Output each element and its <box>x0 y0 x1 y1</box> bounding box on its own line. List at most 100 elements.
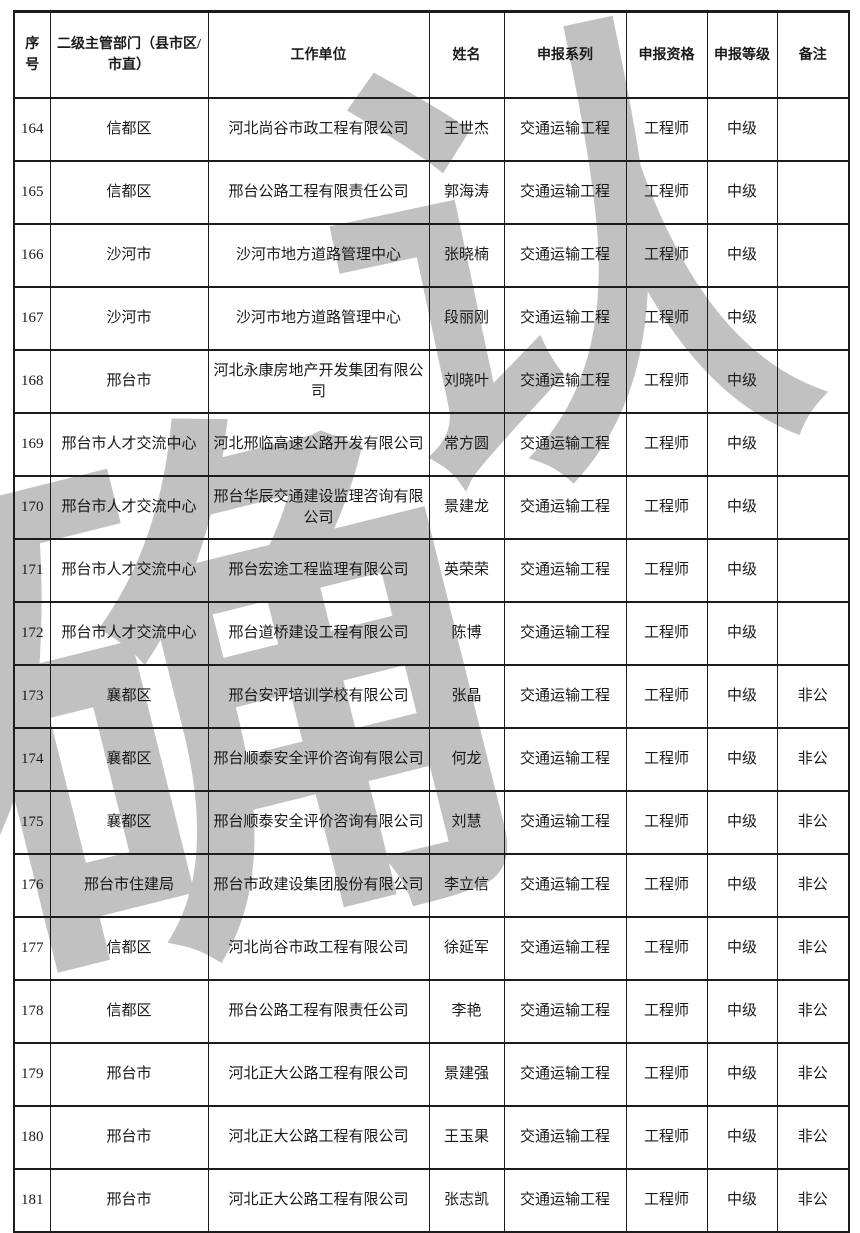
cell-remark <box>776 160 850 225</box>
cell-remark <box>776 538 850 603</box>
cell-department: 襄都区 <box>49 790 209 855</box>
table-row: 179 邢台市 河北正大公路工程有限公司 景建强 交通运输工程 工程师 中级 非公 <box>13 1042 850 1107</box>
cell-qualification: 工程师 <box>625 286 708 351</box>
cell-department: 邢台市人才交流中心 <box>49 601 209 666</box>
cell-index: 167 <box>13 286 51 351</box>
cell-department: 邢台市 <box>49 1105 209 1170</box>
cell-level: 中级 <box>706 349 778 414</box>
table-row: 165 信都区 邢台公路工程有限责任公司 郭海涛 交通运输工程 工程师 中级 <box>13 160 850 225</box>
cell-index: 168 <box>13 349 51 414</box>
table-row: 164 信都区 河北尚谷市政工程有限公司 王世杰 交通运输工程 工程师 中级 <box>13 97 850 162</box>
column-header-level: 申报等级 <box>706 10 778 99</box>
cell-employer: 邢台华辰交通建设监理咨询有限公司 <box>207 475 430 540</box>
cell-series: 交通运输工程 <box>503 160 627 225</box>
cell-qualification: 工程师 <box>625 1042 708 1107</box>
cell-qualification: 工程师 <box>625 412 708 477</box>
column-header-series: 申报系列 <box>503 10 627 99</box>
cell-remark <box>776 601 850 666</box>
cell-remark: 非公 <box>776 979 850 1044</box>
cell-index: 173 <box>13 664 51 729</box>
table-row: 171 邢台市人才交流中心 邢台宏途工程监理有限公司 英荣荣 交通运输工程 工程师 中级 <box>13 538 850 603</box>
cell-name: 徐延军 <box>428 916 505 981</box>
cell-level: 中级 <box>706 1042 778 1107</box>
cell-department: 信都区 <box>49 97 209 162</box>
cell-name: 景建强 <box>428 1042 505 1107</box>
column-header-department: 二级主管部门（县市区/市直） <box>49 10 209 99</box>
cell-remark <box>776 223 850 288</box>
cell-employer: 邢台宏途工程监理有限公司 <box>207 538 430 603</box>
cell-employer: 河北正大公路工程有限公司 <box>207 1168 430 1233</box>
cell-employer: 邢台市政建设集团股份有限公司 <box>207 853 430 918</box>
cell-employer: 邢台公路工程有限责任公司 <box>207 979 430 1044</box>
cell-series: 交通运输工程 <box>503 1168 627 1233</box>
cell-department: 沙河市 <box>49 223 209 288</box>
cell-qualification: 工程师 <box>625 223 708 288</box>
cell-employer: 河北永康房地产开发集团有限公司 <box>207 349 430 414</box>
cell-level: 中级 <box>706 538 778 603</box>
cell-department: 信都区 <box>49 916 209 981</box>
cell-index: 178 <box>13 979 51 1044</box>
cell-department: 邢台市人才交流中心 <box>49 475 209 540</box>
cell-series: 交通运输工程 <box>503 1042 627 1107</box>
column-header-employer: 工作单位 <box>207 10 430 99</box>
cell-qualification: 工程师 <box>625 601 708 666</box>
cell-remark: 非公 <box>776 664 850 729</box>
cell-series: 交通运输工程 <box>503 223 627 288</box>
header-row: 序号 二级主管部门（县市区/市直） 工作单位 姓名 申报系列 申报资格 申报等级 备注 <box>13 10 850 99</box>
cell-name: 郭海涛 <box>428 160 505 225</box>
cell-index: 164 <box>13 97 51 162</box>
cell-employer: 邢台顺泰安全评价咨询有限公司 <box>207 727 430 792</box>
applicants-table: 序号 二级主管部门（县市区/市直） 工作单位 姓名 申报系列 申报资格 申报等级 备注 164… <box>13 10 850 1233</box>
cell-name: 张晶 <box>428 664 505 729</box>
cell-qualification: 工程师 <box>625 160 708 225</box>
cell-remark: 非公 <box>776 916 850 981</box>
cell-series: 交通运输工程 <box>503 97 627 162</box>
cell-level: 中级 <box>706 160 778 225</box>
cell-employer: 邢台公路工程有限责任公司 <box>207 160 430 225</box>
cell-series: 交通运输工程 <box>503 475 627 540</box>
cell-level: 中级 <box>706 979 778 1044</box>
cell-qualification: 工程师 <box>625 1168 708 1233</box>
cell-department: 邢台市人才交流中心 <box>49 412 209 477</box>
cell-department: 邢台市住建局 <box>49 853 209 918</box>
cell-level: 中级 <box>706 412 778 477</box>
cell-department: 邢台市 <box>49 349 209 414</box>
cell-series: 交通运输工程 <box>503 916 627 981</box>
cell-level: 中级 <box>706 1105 778 1170</box>
table-body: 164 信都区 河北尚谷市政工程有限公司 王世杰 交通运输工程 工程师 中级 165 信都区 邢台… <box>13 97 850 1233</box>
cell-employer: 河北正大公路工程有限公司 <box>207 1105 430 1170</box>
cell-remark <box>776 97 850 162</box>
cell-series: 交通运输工程 <box>503 790 627 855</box>
cell-qualification: 工程师 <box>625 1105 708 1170</box>
cell-employer: 沙河市地方道路管理中心 <box>207 223 430 288</box>
cell-name: 刘慧 <box>428 790 505 855</box>
cell-remark <box>776 286 850 351</box>
cell-employer: 河北正大公路工程有限公司 <box>207 1042 430 1107</box>
cell-employer: 河北尚谷市政工程有限公司 <box>207 916 430 981</box>
cell-department: 襄都区 <box>49 664 209 729</box>
cell-remark <box>776 475 850 540</box>
cell-name: 刘晓叶 <box>428 349 505 414</box>
cell-remark: 非公 <box>776 1042 850 1107</box>
cell-series: 交通运输工程 <box>503 664 627 729</box>
cell-department: 邢台市人才交流中心 <box>49 538 209 603</box>
table-row: 175 襄都区 邢台顺泰安全评价咨询有限公司 刘慧 交通运输工程 工程师 中级 非公 <box>13 790 850 855</box>
cell-level: 中级 <box>706 223 778 288</box>
cell-series: 交通运输工程 <box>503 601 627 666</box>
table-row: 178 信都区 邢台公路工程有限责任公司 李艳 交通运输工程 工程师 中级 非公 <box>13 979 850 1044</box>
cell-qualification: 工程师 <box>625 727 708 792</box>
table-row: 174 襄都区 邢台顺泰安全评价咨询有限公司 何龙 交通运输工程 工程师 中级 非公 <box>13 727 850 792</box>
cell-remark <box>776 349 850 414</box>
cell-name: 李立信 <box>428 853 505 918</box>
cell-index: 174 <box>13 727 51 792</box>
cell-level: 中级 <box>706 790 778 855</box>
cell-series: 交通运输工程 <box>503 853 627 918</box>
cell-series: 交通运输工程 <box>503 286 627 351</box>
cell-index: 171 <box>13 538 51 603</box>
cell-index: 165 <box>13 160 51 225</box>
cell-department: 信都区 <box>49 979 209 1044</box>
cell-department: 信都区 <box>49 160 209 225</box>
cell-level: 中级 <box>706 1168 778 1233</box>
cell-name: 张晓楠 <box>428 223 505 288</box>
cell-qualification: 工程师 <box>625 664 708 729</box>
